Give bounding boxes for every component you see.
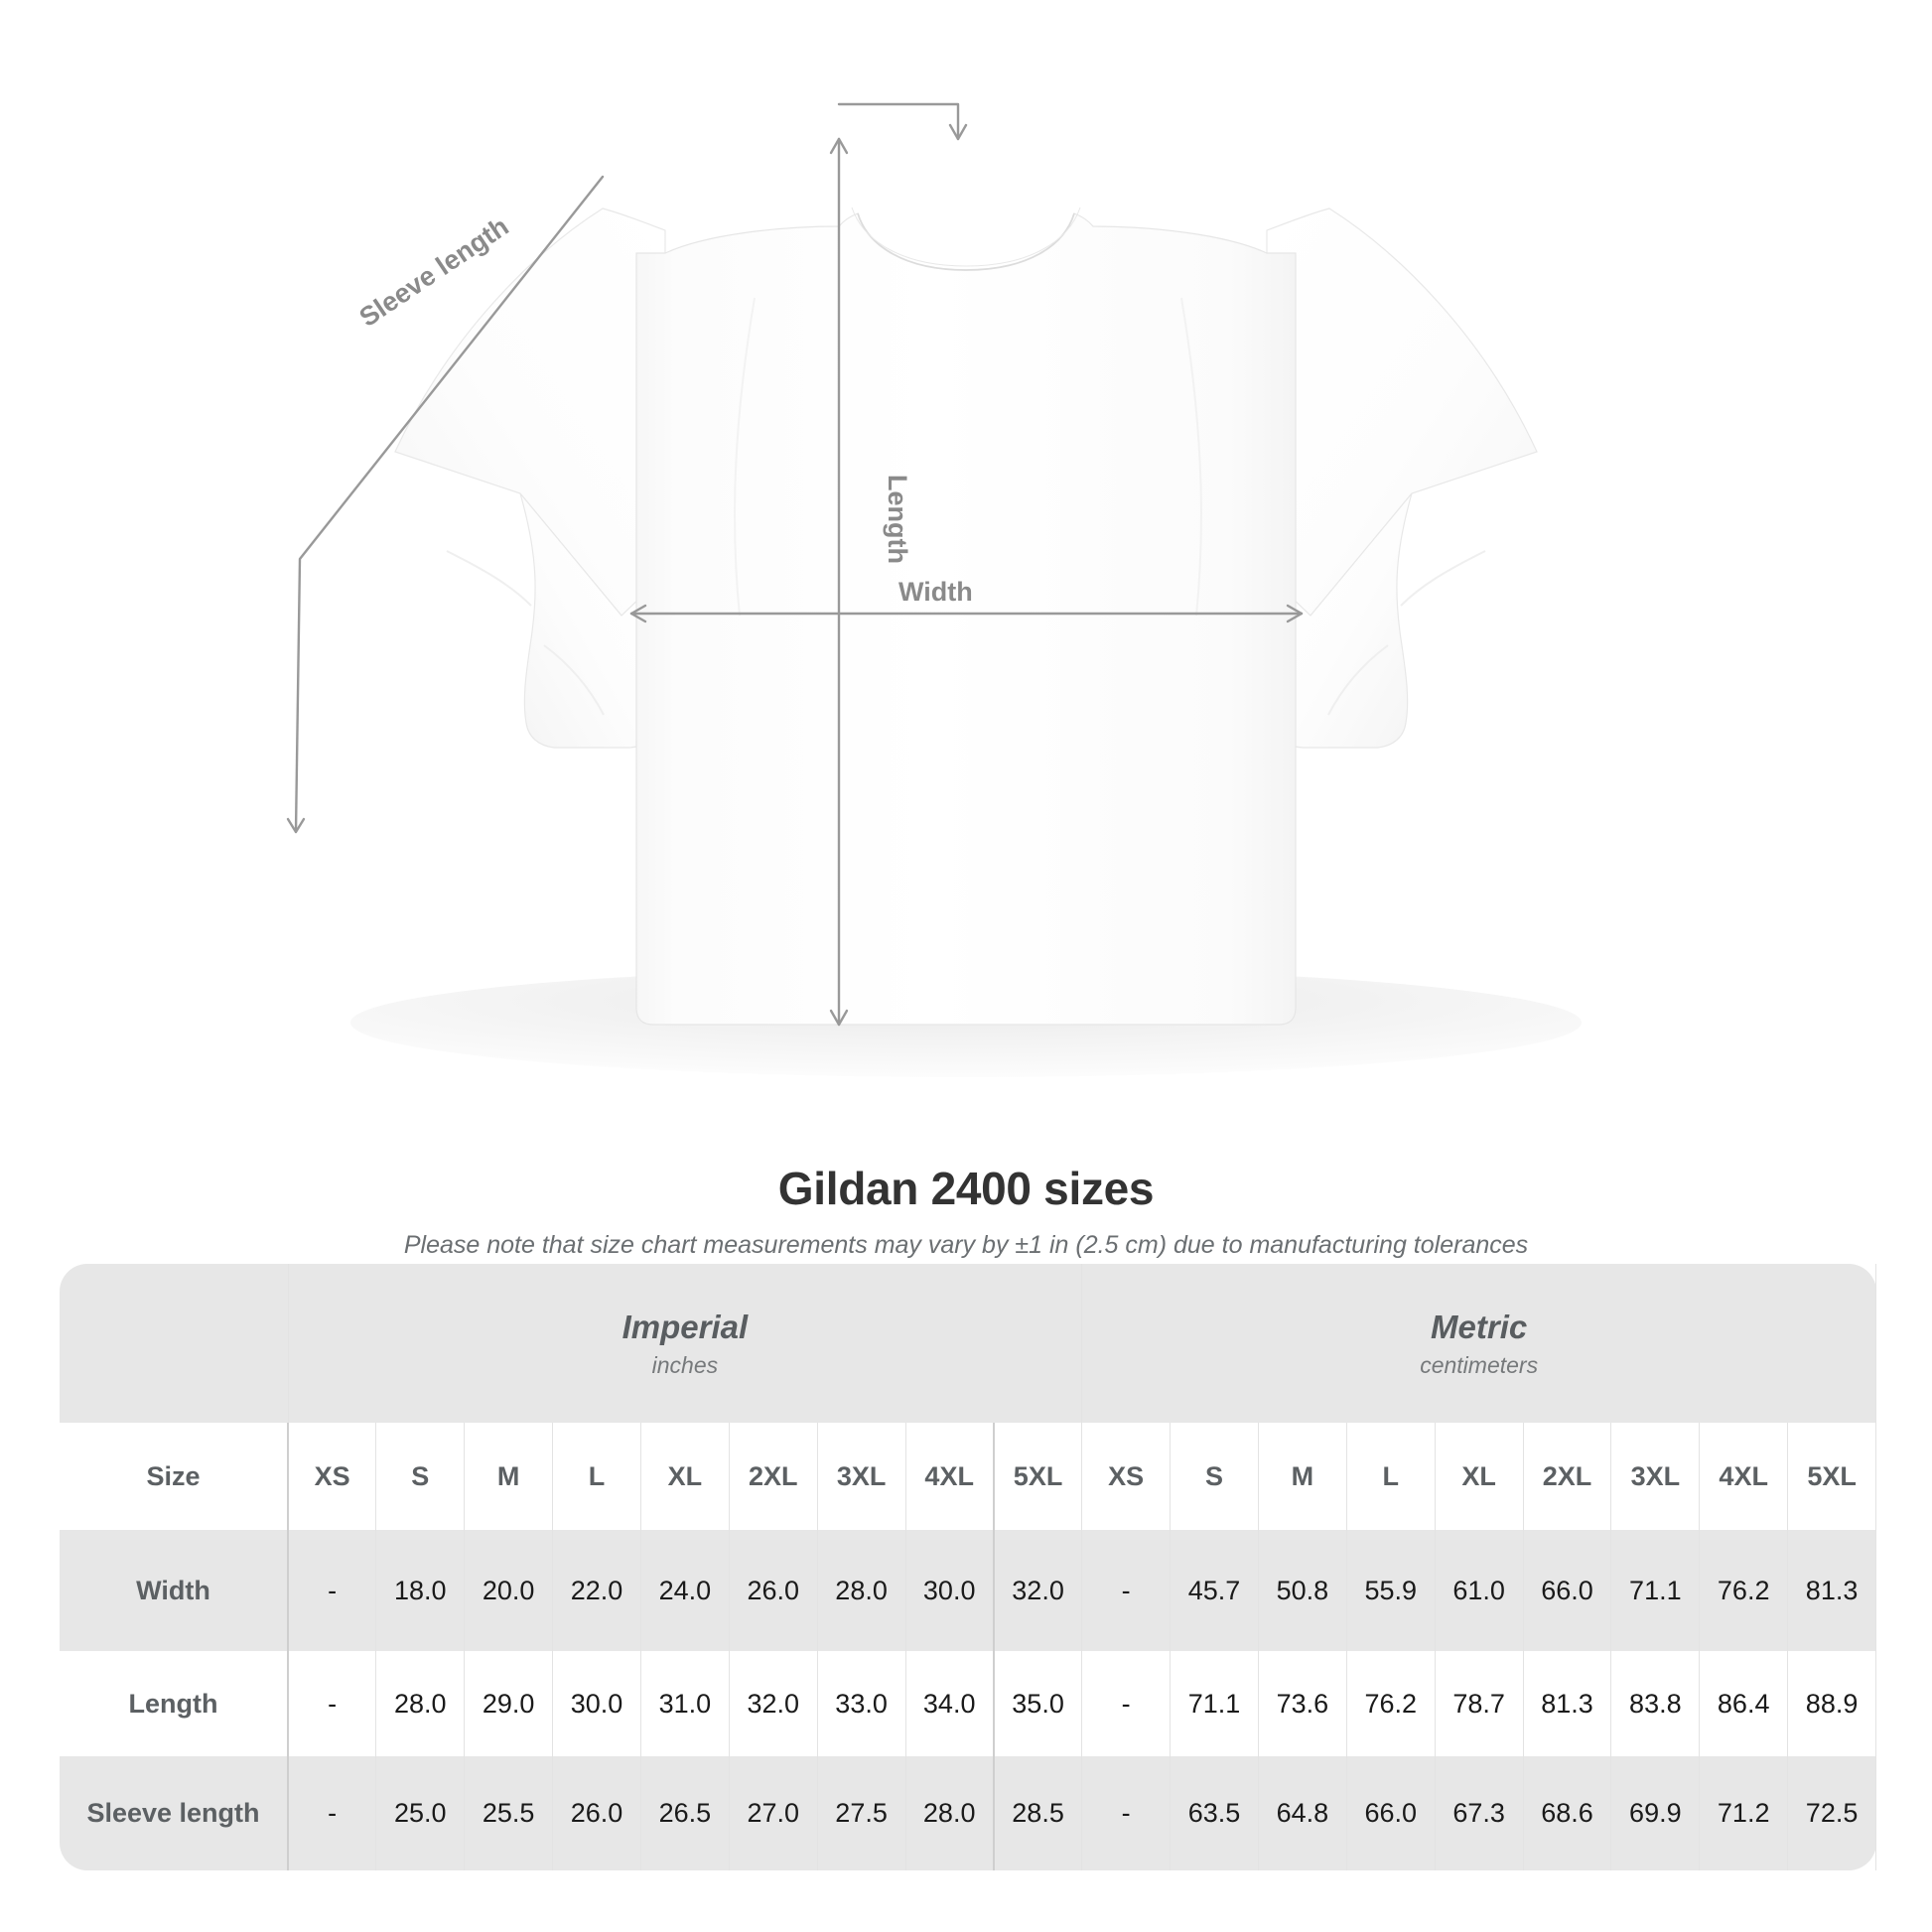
svg-text:Width: Width [898,577,973,607]
svg-text:Length: Length [883,475,912,564]
